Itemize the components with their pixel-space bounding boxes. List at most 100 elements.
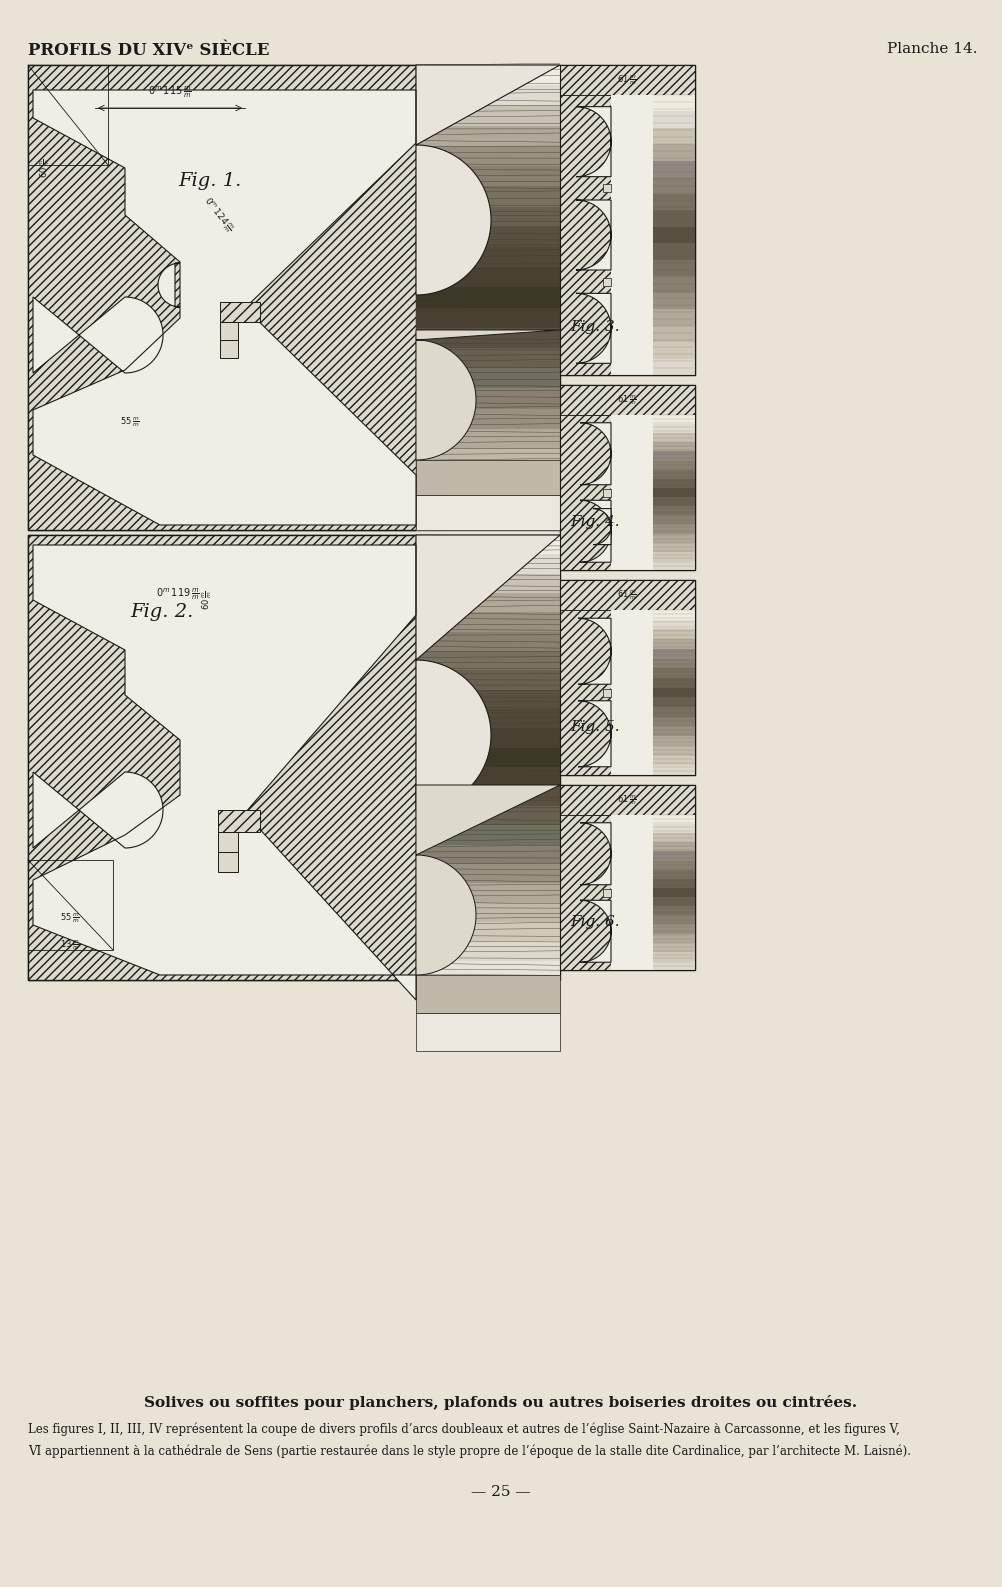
Bar bbox=[28, 860, 113, 951]
Bar bbox=[653, 414, 695, 425]
Bar bbox=[560, 816, 611, 970]
Bar bbox=[416, 594, 560, 613]
Polygon shape bbox=[576, 106, 611, 176]
Bar bbox=[416, 470, 560, 490]
Bar bbox=[560, 579, 695, 774]
Bar bbox=[611, 95, 695, 375]
Bar bbox=[653, 816, 695, 825]
Bar bbox=[653, 211, 695, 227]
Bar bbox=[416, 146, 560, 167]
Bar bbox=[416, 1013, 560, 1051]
Bar bbox=[416, 573, 560, 594]
Bar bbox=[416, 65, 560, 86]
Bar bbox=[653, 708, 695, 717]
Text: $55\,\frac{m}{m}$: $55\,\frac{m}{m}$ bbox=[60, 911, 80, 925]
Polygon shape bbox=[33, 771, 163, 847]
Polygon shape bbox=[576, 294, 611, 363]
Bar bbox=[220, 340, 238, 359]
Bar bbox=[218, 852, 238, 871]
Bar bbox=[653, 649, 695, 659]
Bar bbox=[653, 470, 695, 479]
Polygon shape bbox=[28, 535, 416, 981]
Text: Fig. 1.: Fig. 1. bbox=[178, 171, 241, 190]
Text: $60\,\frac{m}{m}$: $60\,\frac{m}{m}$ bbox=[200, 590, 213, 609]
Polygon shape bbox=[580, 500, 611, 562]
Bar bbox=[653, 194, 695, 211]
Bar bbox=[653, 906, 695, 916]
Bar bbox=[603, 489, 611, 497]
Text: Fig. 6.: Fig. 6. bbox=[570, 916, 619, 928]
Bar bbox=[653, 487, 695, 498]
Bar bbox=[653, 443, 695, 452]
Bar bbox=[653, 736, 695, 746]
Polygon shape bbox=[580, 822, 611, 884]
Bar bbox=[603, 184, 611, 192]
Bar bbox=[653, 717, 695, 727]
Polygon shape bbox=[416, 65, 560, 295]
Bar bbox=[416, 787, 560, 806]
Bar bbox=[653, 659, 695, 668]
Bar bbox=[416, 728, 560, 749]
Bar bbox=[653, 960, 695, 971]
Bar bbox=[416, 535, 560, 555]
Bar bbox=[28, 535, 416, 981]
Text: $0^m\,119\,\frac{m}{m}$: $0^m\,119\,\frac{m}{m}$ bbox=[156, 587, 199, 603]
Bar bbox=[416, 974, 560, 1013]
Bar bbox=[603, 278, 611, 286]
Bar bbox=[416, 844, 560, 865]
Bar bbox=[653, 943, 695, 952]
Polygon shape bbox=[33, 544, 416, 1000]
Bar bbox=[653, 552, 695, 562]
Polygon shape bbox=[593, 508, 611, 544]
Polygon shape bbox=[578, 619, 611, 684]
Bar bbox=[560, 414, 611, 570]
Bar bbox=[416, 767, 560, 787]
Bar bbox=[653, 325, 695, 343]
Bar bbox=[653, 460, 695, 470]
Bar bbox=[653, 897, 695, 906]
Bar bbox=[416, 806, 560, 825]
Bar bbox=[220, 322, 238, 340]
Bar bbox=[611, 816, 695, 970]
Bar bbox=[416, 489, 560, 511]
Bar bbox=[560, 786, 695, 816]
Bar bbox=[560, 786, 695, 970]
Bar bbox=[611, 609, 695, 774]
Text: Planche 14.: Planche 14. bbox=[888, 41, 978, 56]
Polygon shape bbox=[580, 422, 611, 484]
Bar bbox=[653, 852, 695, 862]
Bar bbox=[416, 554, 560, 574]
Bar bbox=[653, 497, 695, 506]
Bar bbox=[653, 860, 695, 870]
Polygon shape bbox=[33, 90, 416, 525]
Bar bbox=[653, 359, 695, 376]
Text: Fig. 3.: Fig. 3. bbox=[570, 321, 619, 333]
Text: Solives ou soffites pour planchers, plafonds ou autres boiseries droites ou cint: Solives ou soffites pour planchers, plaf… bbox=[144, 1395, 858, 1409]
Text: PROFILS DU XIVᵉ SIÈCLE: PROFILS DU XIVᵉ SIÈCLE bbox=[28, 41, 270, 59]
Bar bbox=[416, 86, 560, 106]
Bar bbox=[416, 884, 560, 903]
Polygon shape bbox=[416, 330, 560, 460]
Text: $0^m\,124\,\frac{m}{m}$: $0^m\,124\,\frac{m}{m}$ bbox=[200, 195, 235, 235]
Bar bbox=[560, 386, 695, 414]
Bar bbox=[560, 579, 695, 774]
Bar bbox=[416, 449, 560, 470]
Bar bbox=[653, 609, 695, 621]
Bar bbox=[653, 746, 695, 755]
Polygon shape bbox=[578, 701, 611, 767]
Bar bbox=[653, 243, 695, 260]
Bar bbox=[653, 889, 695, 898]
Bar bbox=[611, 414, 695, 570]
Bar bbox=[653, 111, 695, 129]
Bar bbox=[653, 343, 695, 359]
Bar bbox=[653, 619, 695, 630]
Bar bbox=[653, 516, 695, 525]
Text: $61\,\frac{m}{m}$: $61\,\frac{m}{m}$ bbox=[617, 394, 637, 406]
Text: $61\,\frac{m}{m}$: $61\,\frac{m}{m}$ bbox=[617, 73, 637, 87]
Bar bbox=[560, 609, 611, 774]
Bar bbox=[653, 668, 695, 678]
Bar bbox=[653, 924, 695, 935]
Bar bbox=[653, 765, 695, 776]
Bar bbox=[416, 709, 560, 728]
Bar bbox=[416, 535, 560, 981]
